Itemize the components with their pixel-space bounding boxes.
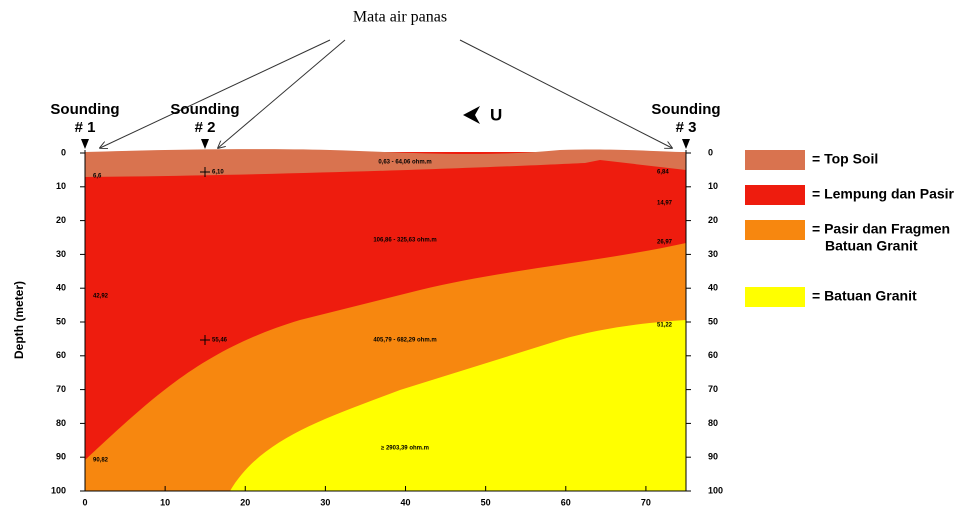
y-tick-label: 10	[56, 181, 66, 191]
y-tick-label: 20	[56, 215, 66, 225]
y-tick-label-right: 10	[708, 181, 718, 191]
y-tick-label-right: 0	[708, 147, 713, 157]
x-tick-label: 50	[481, 497, 491, 507]
y-tick-label: 60	[56, 350, 66, 360]
y-tick-label: 90	[56, 452, 66, 462]
y-tick-label: 30	[56, 249, 66, 259]
layer-topsoil	[85, 149, 686, 177]
sounding-label: Sounding	[50, 101, 119, 118]
y-tick-label-right: 60	[708, 350, 718, 360]
sounding-number: # 1	[75, 119, 96, 136]
depth-label: 6,10	[212, 170, 224, 176]
legend-swatch	[745, 287, 805, 307]
y-tick-label: 100	[51, 485, 66, 495]
x-tick-label: 10	[160, 497, 170, 507]
annotation: Mata air panas	[353, 9, 447, 26]
x-tick-label: 40	[401, 497, 411, 507]
depth-label: 6,84	[657, 170, 669, 176]
crosses	[200, 167, 210, 345]
y-tick-label-right: 100	[708, 485, 723, 495]
sounding-marker	[201, 139, 209, 149]
legend-label: Batuan Granit	[825, 238, 918, 254]
y-tick-label-right: 50	[708, 316, 718, 326]
x-tick-label: 0	[82, 497, 87, 507]
layer-label: 0,63 - 64,06 ohm.m	[378, 160, 431, 166]
depth-label: 42,92	[93, 294, 109, 300]
depth-label: 51,22	[657, 323, 673, 329]
legend-swatch	[745, 150, 805, 170]
sounding-number: # 3	[676, 119, 697, 136]
x-tick-label: 60	[561, 497, 571, 507]
depth-label: 90,82	[93, 458, 109, 464]
sounding-label: Sounding	[651, 101, 720, 118]
depth-label: 26,97	[657, 240, 673, 246]
layer-granite	[230, 320, 686, 491]
sounding-marker	[682, 139, 690, 149]
depth-label: 55,46	[212, 338, 228, 344]
legend-swatch	[745, 185, 805, 205]
y-tick-label: 80	[56, 418, 66, 428]
legend-label: = Pasir dan Fragmen	[812, 221, 950, 237]
legend-label: = Top Soil	[812, 151, 878, 167]
legend-label: = Batuan Granit	[812, 288, 917, 304]
x-tick-label: 30	[320, 497, 330, 507]
layer-label: ≥ 2903,39 ohm.m	[381, 446, 429, 452]
y-tick-label-right: 40	[708, 283, 718, 293]
y-tick-label-right: 90	[708, 452, 718, 462]
y-tick-label-right: 80	[708, 418, 718, 428]
y-tick-label: 0	[61, 147, 66, 157]
depth-label: 14,97	[657, 201, 673, 207]
y-tick-label-right: 70	[708, 384, 718, 394]
y-tick-label: 70	[56, 384, 66, 394]
sounding-marker	[81, 139, 89, 149]
sounding-label: Sounding	[170, 101, 239, 118]
x-tick-label: 70	[641, 497, 651, 507]
sounding-number: # 2	[195, 119, 216, 136]
section	[84, 149, 687, 492]
y-tick-label: 40	[56, 283, 66, 293]
layer-label: 106,86 - 325,63 ohm.m	[373, 238, 436, 244]
legend-label: = Lempung dan Pasir	[812, 186, 955, 202]
arrows	[100, 39, 672, 148]
north-arrow	[463, 106, 480, 124]
layer-label: 405,79 - 682,29 ohm.m	[373, 338, 436, 344]
x-tick-label: 20	[240, 497, 250, 507]
north-label: U	[490, 105, 502, 124]
y-tick-label-right: 30	[708, 249, 718, 259]
y-tick-label: 50	[56, 316, 66, 326]
y-tick-label-right: 20	[708, 215, 718, 225]
y-axis-label: Depth (meter)	[12, 281, 26, 359]
depth-label: 6,6	[93, 174, 102, 180]
legend-swatch	[745, 220, 805, 240]
